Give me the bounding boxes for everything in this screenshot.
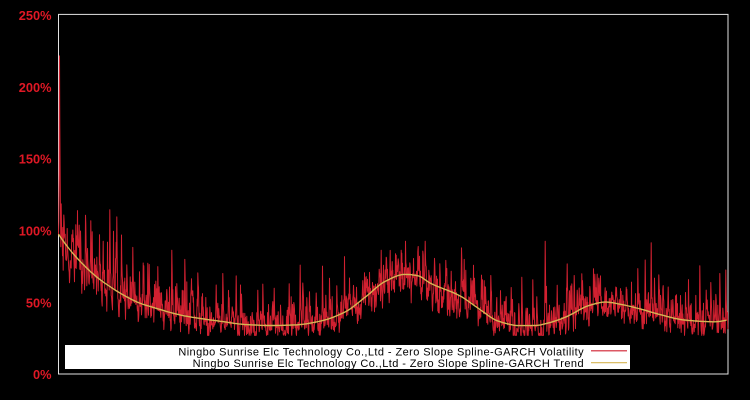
svg-text:100%: 100%	[19, 224, 52, 239]
svg-text:250%: 250%	[19, 8, 52, 23]
svg-text:150%: 150%	[19, 152, 52, 167]
svg-text:Ningbo Sunrise Elc Technology: Ningbo Sunrise Elc Technology Co.,Ltd - …	[178, 346, 584, 358]
svg-text:0%: 0%	[33, 367, 52, 382]
svg-text:50%: 50%	[26, 295, 52, 310]
svg-text:Ningbo Sunrise Elc Technology: Ningbo Sunrise Elc Technology Co.,Ltd - …	[193, 358, 584, 370]
svg-text:200%: 200%	[19, 80, 52, 95]
